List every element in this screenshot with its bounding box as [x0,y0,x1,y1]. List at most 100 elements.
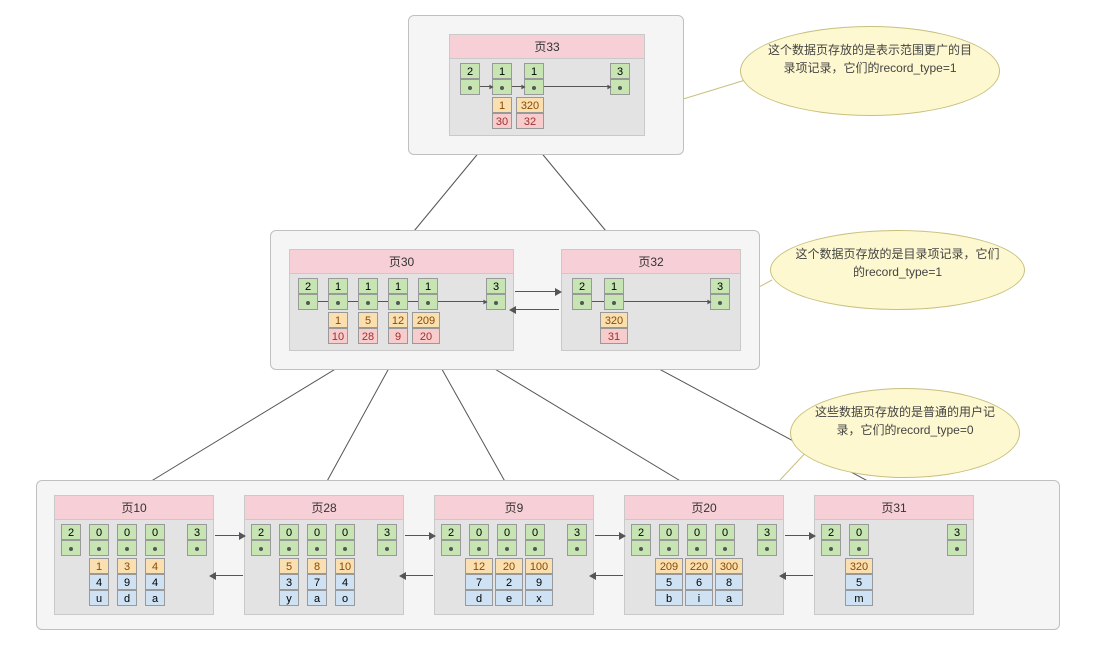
dot [187,540,207,556]
key: 1 [328,312,348,328]
dot [631,540,651,556]
dot [117,540,137,556]
c2: a [715,590,743,606]
bubble-level1: 这个数据页存放的是目录项记录，它们的record_type=1 [770,230,1025,310]
c2: a [145,590,165,606]
page-20: 页20 2 0 0 0 3 209 5 b 220 6 i 300 8 a [624,495,784,615]
hdr: 3 [567,524,587,540]
hdr: 0 [715,524,735,540]
sibling-link [515,309,559,310]
k: 220 [685,558,713,574]
link [318,301,328,302]
c1: 9 [525,574,553,590]
hdr: 2 [460,63,480,79]
key: 12 [388,312,408,328]
c2: m [845,590,873,606]
hdr: 0 [145,524,165,540]
ah [521,85,525,90]
hdr: 2 [821,524,841,540]
hdr: 2 [61,524,81,540]
hdr: 2 [298,278,318,294]
link [544,86,610,87]
dot [687,540,707,556]
k: 320 [845,558,873,574]
page-title: 页9 [435,496,593,520]
hdr: 1 [604,278,624,294]
hdr: 2 [251,524,271,540]
dot [388,294,408,310]
c2: a [307,590,327,606]
hdr: 1 [418,278,438,294]
hdr: 0 [849,524,869,540]
ah [429,532,436,540]
link [348,301,358,302]
dot [610,79,630,95]
c1: 4 [89,574,109,590]
dot [89,540,109,556]
c1: 7 [465,574,493,590]
hdr: 1 [328,278,348,294]
ptr: 20 [412,328,440,344]
dot [572,294,592,310]
c2: i [685,590,713,606]
ptr: 10 [328,328,348,344]
hdr: 3 [757,524,777,540]
k: 12 [465,558,493,574]
hdr: 1 [524,63,544,79]
bubble-text: 这些数据页存放的是普通的用户记录，它们的record_type=0 [815,405,995,437]
hdr: 0 [525,524,545,540]
link [438,301,486,302]
hdr: 2 [441,524,461,540]
dot [335,540,355,556]
hdr: 1 [492,63,512,79]
ah [399,572,406,580]
hdr: 1 [358,278,378,294]
k: 10 [335,558,355,574]
dot [460,79,480,95]
dot [525,540,545,556]
k: 3 [117,558,137,574]
k: 209 [655,558,683,574]
ptr: 32 [516,113,544,129]
page-9: 页9 2 0 0 0 3 12 7 d 20 2 e 100 9 x [434,495,594,615]
bubble-text: 这个数据页存放的是表示范围更广的目录项记录，它们的record_type=1 [768,43,972,75]
hdr: 0 [89,524,109,540]
dot [524,79,544,95]
sibling-link [405,575,433,576]
c2: e [495,590,523,606]
sibling-link [215,575,243,576]
ah [239,532,246,540]
c1: 9 [117,574,137,590]
dot [821,540,841,556]
dot [492,79,512,95]
page-title: 页30 [290,250,513,274]
key: 320 [516,97,544,113]
hdr: 0 [117,524,137,540]
ptr: 28 [358,328,378,344]
key: 209 [412,312,440,328]
hdr: 3 [486,278,506,294]
dot [418,294,438,310]
k: 8 [307,558,327,574]
dot [307,540,327,556]
dot [486,294,506,310]
dot [567,540,587,556]
k: 300 [715,558,743,574]
c2: o [335,590,355,606]
hdr: 0 [497,524,517,540]
dot [757,540,777,556]
key: 320 [600,312,628,328]
c1: 6 [685,574,713,590]
dot [377,540,397,556]
dot [328,294,348,310]
k: 4 [145,558,165,574]
page-title: 页32 [562,250,740,274]
sibling-link [595,575,623,576]
key: 5 [358,312,378,328]
page-32: 页32 2 1 3 320 31 [561,249,741,351]
level1-container: 页30 2 1 1 1 1 3 1 10 5 28 12 [270,230,760,370]
hdr: 3 [187,524,207,540]
c1: 7 [307,574,327,590]
dot [659,540,679,556]
link [408,301,418,302]
